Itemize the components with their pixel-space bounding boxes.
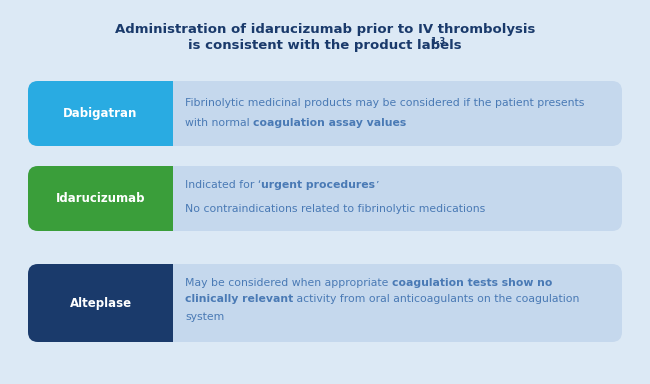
Text: system: system (185, 312, 224, 322)
Text: coagulation tests show no: coagulation tests show no (392, 278, 552, 288)
Text: is consistent with the product labels: is consistent with the product labels (188, 40, 462, 53)
Bar (101, 264, 173, 342)
Text: Administration of idarucizumab prior to IV thrombolysis: Administration of idarucizumab prior to … (115, 23, 535, 35)
Bar (101, 81, 173, 146)
Text: clinically relevant: clinically relevant (185, 294, 293, 304)
Text: coagulation assay values: coagulation assay values (253, 118, 406, 127)
Text: No contraindications related to fibrinolytic medications: No contraindications related to fibrinol… (185, 204, 486, 214)
FancyBboxPatch shape (28, 264, 622, 342)
FancyBboxPatch shape (28, 166, 173, 231)
Text: May be considered when appropriate: May be considered when appropriate (185, 278, 392, 288)
Text: 1-3: 1-3 (430, 38, 445, 46)
Text: urgent procedures: urgent procedures (261, 180, 375, 190)
Text: ’: ’ (375, 180, 379, 190)
Text: Alteplase: Alteplase (70, 296, 131, 310)
Text: Idarucizumab: Idarucizumab (56, 192, 145, 205)
Text: activity from oral anticoagulants on the coagulation: activity from oral anticoagulants on the… (293, 294, 580, 304)
FancyBboxPatch shape (28, 81, 622, 146)
Text: Fibrinolytic medicinal products may be considered if the patient presents: Fibrinolytic medicinal products may be c… (185, 98, 584, 108)
Text: Dabigatran: Dabigatran (63, 107, 138, 120)
Bar (101, 166, 173, 231)
Text: Indicated for ‘: Indicated for ‘ (185, 180, 261, 190)
FancyBboxPatch shape (28, 81, 173, 146)
FancyBboxPatch shape (28, 166, 622, 231)
Text: with normal: with normal (185, 118, 253, 127)
FancyBboxPatch shape (28, 264, 173, 342)
